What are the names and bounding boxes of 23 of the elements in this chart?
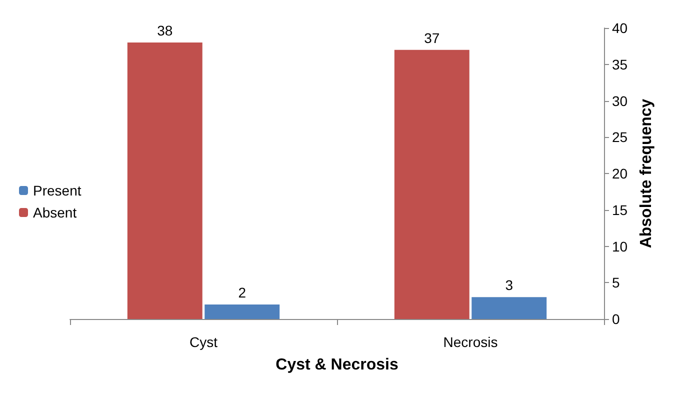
y-tick-label: 15 xyxy=(612,202,628,218)
data-label: 37 xyxy=(424,30,440,46)
bar xyxy=(127,42,202,319)
y-axis-title: Absolute frequency xyxy=(638,98,655,248)
data-label: 3 xyxy=(505,277,514,294)
y-tick-label: 20 xyxy=(612,166,628,182)
x-tick-label: Necrosis xyxy=(443,334,498,350)
y-tick-label: 25 xyxy=(612,129,628,146)
bar xyxy=(204,304,280,319)
legend-label: Present xyxy=(33,182,82,198)
data-label: 2 xyxy=(238,284,246,300)
legend-label: Absent xyxy=(33,204,77,220)
y-tick-label: 40 xyxy=(612,20,628,36)
bar xyxy=(394,50,470,319)
bar xyxy=(472,297,547,319)
y-tick-label: 35 xyxy=(612,56,628,72)
x-tick-label: Cyst xyxy=(190,334,218,350)
data-label: 38 xyxy=(157,22,173,39)
x-axis-title: Cyst & Necrosis xyxy=(276,356,398,374)
y-tick-label: 30 xyxy=(612,92,628,109)
y-tick-label: 0 xyxy=(612,311,620,327)
y-tick-label: 10 xyxy=(612,238,628,254)
y-tick-label: 5 xyxy=(612,274,620,291)
